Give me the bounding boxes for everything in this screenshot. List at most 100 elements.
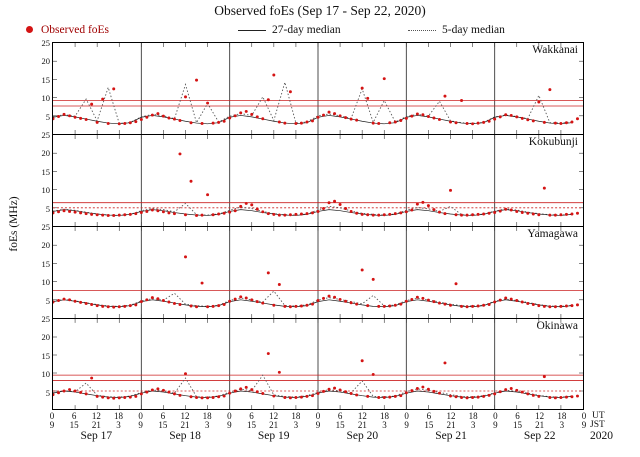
x-tick-ut-label: 12	[91, 411, 101, 421]
station-panel-okinawa: Okinawa 25 20 15 10 5	[42, 314, 584, 410]
x-tick-ut-label: 0	[581, 411, 587, 421]
y-tick-label: 25	[41, 130, 51, 140]
date-label: Sep 19	[257, 430, 290, 442]
y-tick-label: 20	[41, 240, 51, 251]
legend-observed-label: Observed foEs	[41, 24, 110, 36]
station-panel-yamagawa: Yamagawa 25 20 15 10 5	[42, 222, 584, 318]
panel-stack: Wakkanai 25 20 15 10 5 Kokubunji 25 20 15 10 5 Y…	[42, 38, 584, 410]
date-label: Sep 21	[435, 430, 467, 442]
x-tick-ut-label: 6	[249, 411, 254, 421]
panel-plot-svg	[53, 319, 583, 409]
solid-line-icon	[238, 29, 266, 31]
chart-title: Observed foEs (Sep 17 - Sep 22, 2020)	[214, 3, 426, 18]
x-tick-ut-label: 18	[380, 411, 389, 421]
x-tick-ut-label: 0	[49, 411, 55, 421]
x-tick-jst-label: 9	[404, 420, 409, 430]
y-tick-label: 20	[41, 148, 51, 159]
x-tick-ut-label: 6	[71, 411, 77, 421]
x-tick-ut-label: 0	[138, 411, 143, 421]
x-tick-jst-label: 3	[293, 420, 299, 430]
x-tick-jst-label: 3	[470, 420, 476, 430]
x-tick-jst-label: 15	[158, 420, 168, 430]
y-tick-label: 15	[41, 258, 51, 269]
x-tick-ut-label: 18	[291, 411, 301, 421]
panel-plot-svg	[53, 43, 583, 134]
x-tick-jst-label: 15	[424, 420, 434, 430]
x-tick-jst-label: 21	[180, 420, 190, 430]
x-tick-jst-label: 9	[227, 420, 232, 430]
date-label: Sep 17	[80, 430, 113, 442]
x-tick-jst-label: 21	[535, 420, 545, 430]
y-tick-label: 15	[41, 350, 51, 361]
y-tick-label: 10	[41, 93, 51, 104]
legend-median27: 27-day median	[238, 24, 341, 36]
y-tick-label: 5	[45, 203, 50, 214]
station-label: Wakkanai	[532, 44, 578, 56]
x-tick-ut-label: 12	[357, 411, 367, 421]
x-tick-jst-label: 15	[247, 420, 256, 430]
x-tick-ut-label: 0	[404, 411, 409, 421]
y-tick-label: 25	[41, 314, 51, 324]
x-tick-jst-label: 15	[335, 420, 345, 430]
x-tick-ut-label: 18	[114, 411, 123, 421]
date-label: Sep 18	[169, 430, 201, 442]
x-tick-jst-label: 9	[138, 420, 143, 430]
legend-median5-label: 5-day median	[442, 24, 505, 36]
x-tick-ut-label: 0	[493, 411, 498, 421]
station-panel-kokubunji: Kokubunji 25 20 15 10 5	[42, 130, 584, 226]
y-tick-label: 20	[41, 332, 51, 343]
y-tick-label: 10	[41, 369, 51, 380]
date-label: Sep 20	[346, 430, 379, 442]
x-tick-jst-label: 15	[513, 420, 522, 430]
x-tick-jst-label: 21	[357, 420, 367, 430]
y-tick-label: 5	[45, 111, 50, 122]
x-tick-ut-label: 12	[269, 411, 279, 421]
jst-caption: JST	[590, 420, 605, 430]
y-tick-label: 5	[45, 295, 50, 306]
x-tick-jst-label: 3	[204, 420, 210, 430]
y-axis-title: foEs (MHz)	[8, 196, 20, 252]
x-tick-ut-label: 12	[180, 411, 190, 421]
station-panel-wakkanai: Wakkanai 25 20 15 10 5	[42, 38, 584, 134]
x-tick-ut-label: 6	[337, 411, 343, 421]
x-tick-ut-label: 6	[426, 411, 432, 421]
y-tick-label: 25	[41, 38, 51, 48]
x-tick-jst-label: 21	[446, 420, 456, 430]
x-tick-jst-label: 21	[269, 420, 279, 430]
legend-median5: 5-day median	[408, 24, 505, 36]
x-tick-jst-label: 9	[315, 420, 321, 430]
observed-dot-icon	[26, 26, 33, 33]
station-label: Okinawa	[536, 320, 578, 332]
y-tick-label: 15	[41, 74, 51, 85]
ut-caption: UT	[592, 411, 605, 421]
year-label: 2020	[590, 430, 613, 442]
y-tick-label: 10	[41, 185, 51, 196]
x-axis-labels: UT JST 0 9 6 15 12 21 18 3 0 9 6 15 12 21 18 3 0 9 6 15 12 21…	[0, 411, 640, 431]
date-labels: 2020 Sep 17 Sep 18 Sep 19 Sep 20 Sep 21 Sep 2…	[0, 430, 640, 446]
y-tick-label: 10	[41, 277, 51, 288]
y-tick-label: 5	[45, 387, 50, 398]
x-tick-jst-label: 21	[91, 420, 101, 430]
x-tick-jst-label: 3	[559, 420, 565, 430]
x-tick-ut-label: 18	[202, 411, 212, 421]
x-tick-jst-label: 3	[116, 420, 121, 430]
x-tick-ut-label: 6	[515, 411, 520, 421]
x-tick-jst-label: 9	[493, 420, 498, 430]
date-label: Sep 22	[523, 430, 556, 442]
dotted-line-icon	[408, 29, 436, 31]
x-tick-ut-label: 0	[227, 411, 232, 421]
x-tick-jst-label: 9	[581, 420, 587, 430]
legend-observed: Observed foEs	[26, 24, 109, 36]
x-tick-ut-label: 18	[557, 411, 567, 421]
x-tick-ut-label: 12	[446, 411, 456, 421]
y-tick-label: 15	[41, 166, 51, 177]
y-tick-label: 20	[41, 56, 51, 67]
x-tick-jst-label: 15	[69, 420, 79, 430]
station-label: Yamagawa	[527, 228, 578, 240]
x-tick-jst-label: 3	[382, 420, 387, 430]
legend-median27-label: 27-day median	[272, 24, 341, 36]
x-tick-ut-label: 0	[315, 411, 321, 421]
panel-plot-svg	[53, 227, 583, 318]
station-label: Kokubunji	[528, 136, 578, 148]
